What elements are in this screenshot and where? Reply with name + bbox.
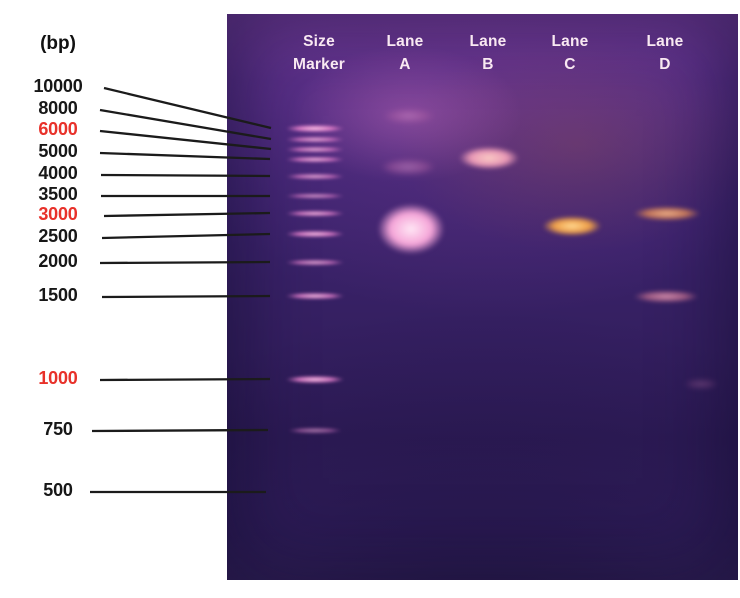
bp-label-10000: 10000 [33, 76, 83, 96]
bp-label-2000: 2000 [38, 251, 78, 271]
bp-label-8000: 8000 [38, 98, 78, 118]
bp-label-6000: 6000 [38, 119, 78, 139]
bp-label-1000: 1000 [38, 368, 78, 388]
bp-label-4000: 4000 [38, 163, 78, 183]
bp-label-5000: 5000 [38, 141, 78, 161]
bp-unit-label: (bp) [40, 33, 76, 54]
bp-label-3000: 3000 [38, 204, 78, 224]
bp-label-3500: 3500 [38, 184, 78, 204]
bp-label-2500: 2500 [38, 226, 78, 246]
bp-label-1500: 1500 [38, 285, 78, 305]
bp-label-500: 500 [43, 480, 73, 500]
bp-label-750: 750 [43, 419, 73, 439]
gel-image [227, 14, 738, 580]
